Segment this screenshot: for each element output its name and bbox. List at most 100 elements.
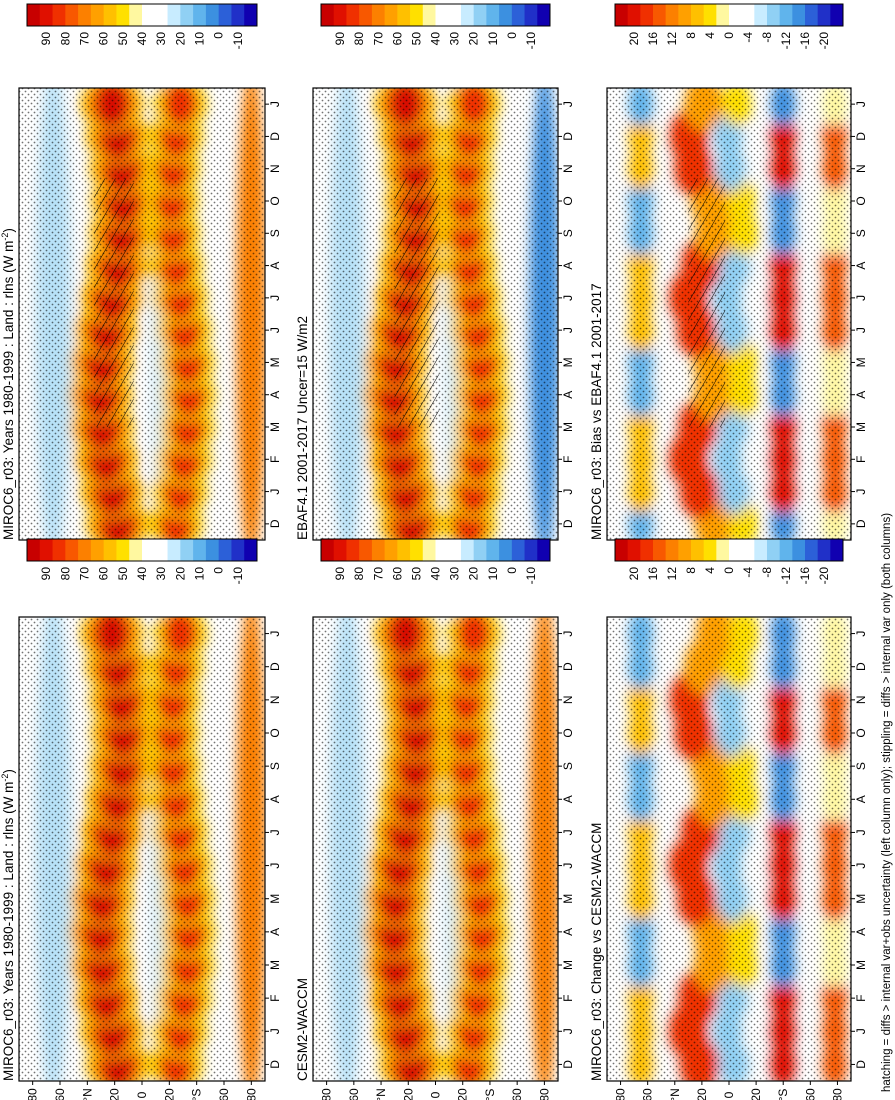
panel-miroc6-1980-1999-left-month-tick-8: A bbox=[268, 262, 282, 270]
panel-cesm2-waccm-lat-tick-3: 20 bbox=[401, 1088, 415, 1100]
panel-miroc6-1980-1999-right-month-tick-10: O bbox=[268, 728, 282, 737]
panel-cesm2-waccm-month-tick-4: A bbox=[561, 928, 575, 936]
colorbar-ebaf41-swatch-13 bbox=[486, 4, 500, 26]
panel-miroc6-1980-1999-right-month-tick-11: N bbox=[268, 696, 282, 705]
colorbar-change-vs-cesm2-swatch-0 bbox=[615, 539, 629, 561]
colorbar-miroc6-1980-1999-right-swatch-3 bbox=[65, 539, 79, 561]
colorbar-ebaf41-swatch-6 bbox=[397, 4, 411, 26]
colorbar-change-vs-cesm2-swatch-14 bbox=[792, 539, 806, 561]
colorbar-miroc6-1980-1999-right-swatch-12 bbox=[180, 539, 194, 561]
panel-change-vs-cesm2-month-tick-0: D bbox=[854, 1060, 868, 1069]
colorbar-bias-vs-ebaf-swatch-9 bbox=[729, 4, 743, 26]
panel-miroc6-1980-1999-left-month-tick-3: M bbox=[268, 422, 282, 432]
colorbar-change-vs-cesm2-swatch-11 bbox=[754, 539, 768, 561]
colorbar-change-vs-cesm2-swatch-15 bbox=[805, 539, 819, 561]
colorbar-bias-vs-ebaf-label-1: 16 bbox=[646, 32, 660, 46]
colorbar-change-vs-cesm2-label-9: -16 bbox=[798, 567, 812, 585]
panel-cesm2-waccm-lat-tick-0: 80 bbox=[320, 1088, 334, 1100]
colorbar-change-vs-cesm2-swatch-5 bbox=[678, 539, 692, 561]
colorbar-miroc6-1980-1999-right-swatch-11 bbox=[167, 539, 181, 561]
colorbar-miroc6-1980-1999-left-label-8: 10 bbox=[193, 32, 207, 46]
colorbar-miroc6-1980-1999-left-swatch-8 bbox=[129, 4, 143, 26]
colorbar-miroc6-1980-1999-left-swatch-3 bbox=[65, 4, 79, 26]
colorbar-miroc6-1980-1999-right-label-9: 0 bbox=[212, 567, 226, 574]
panel-change-vs-cesm2-lat-tick-7: 60 bbox=[803, 1088, 817, 1100]
colorbar-cesm2-waccm: 90 80 70 60 50 40 30 20 10 0 -10 bbox=[320, 538, 551, 585]
panel-miroc6-1980-1999-right-month-tick-9: S bbox=[268, 762, 282, 770]
colorbar-miroc6-1980-1999-left-label-2: 70 bbox=[78, 32, 92, 46]
colorbar-bias-vs-ebaf-label-8: -12 bbox=[779, 32, 793, 50]
panel-ebaf41-month-tick-1: J bbox=[561, 489, 575, 495]
colorbar-miroc6-1980-1999-left-swatch-15 bbox=[218, 4, 232, 26]
colorbar-cesm2-waccm-swatch-9 bbox=[435, 539, 449, 561]
panel-miroc6-1980-1999-left-month-tick-13: J bbox=[268, 101, 282, 107]
colorbar-bias-vs-ebaf-swatch-7 bbox=[703, 4, 717, 26]
panel-bias-vs-ebaf-month-tick-8: A bbox=[854, 262, 868, 270]
colorbar-miroc6-1980-1999-right-label-8: 10 bbox=[193, 567, 207, 581]
panel-ebaf41-month-tick-2: F bbox=[561, 456, 575, 463]
panel-ebaf41-month-tick-9: S bbox=[561, 229, 575, 237]
panel-ebaf41-month-tick-8: A bbox=[561, 262, 575, 270]
colorbar-ebaf41-swatch-0 bbox=[321, 4, 335, 26]
panel-change-vs-cesm2-month-tick-9: S bbox=[854, 762, 868, 770]
colorbar-bias-vs-ebaf-swatch-5 bbox=[678, 4, 692, 26]
colorbar-miroc6-1980-1999-left-label-3: 60 bbox=[97, 32, 111, 46]
colorbar-bias-vs-ebaf-swatch-1 bbox=[627, 4, 641, 26]
panel-cesm2-waccm-month-tick-5: M bbox=[561, 894, 575, 904]
colorbar-miroc6-1980-1999-right-label-6: 30 bbox=[154, 567, 168, 581]
colorbar-bias-vs-ebaf-label-0: 20 bbox=[627, 32, 641, 46]
panel-cesm2-waccm-month-tick-2: F bbox=[561, 994, 575, 1001]
colorbar-change-vs-cesm2-label-1: 16 bbox=[646, 567, 660, 581]
colorbar-miroc6-1980-1999-left-swatch-17 bbox=[244, 4, 258, 26]
colorbar-change-vs-cesm2-label-4: 4 bbox=[703, 567, 717, 574]
colorbar-bias-vs-ebaf-label-9: -16 bbox=[798, 32, 812, 50]
colorbar-change-vs-cesm2-swatch-4 bbox=[665, 539, 679, 561]
colorbar-miroc6-1980-1999-left-label-1: 80 bbox=[58, 32, 72, 46]
panel-miroc6-1980-1999-right-lat-tick-2: °N bbox=[80, 1088, 94, 1100]
colorbar-miroc6-1980-1999-left-swatch-14 bbox=[205, 4, 220, 26]
panel-miroc6-1980-1999-right-month-tick-8: A bbox=[268, 795, 282, 803]
panel-cesm2-waccm-stippling bbox=[313, 617, 558, 1081]
panel-cesm2-waccm-lat-tick-5: 20 bbox=[456, 1088, 470, 1100]
panel-ebaf41-month-tick-13: J bbox=[561, 101, 575, 107]
colorbar-cesm2-waccm-label-10: -10 bbox=[524, 567, 538, 585]
panel-change-vs-cesm2-lat-tick-3: 20 bbox=[695, 1088, 709, 1100]
panel-change-vs-cesm2-month-tick-5: M bbox=[854, 894, 868, 904]
panel-bias-vs-ebaf-month-tick-12: D bbox=[854, 132, 868, 141]
colorbar-change-vs-cesm2-label-2: 12 bbox=[665, 567, 679, 581]
colorbar-miroc6-1980-1999-right-swatch-15 bbox=[218, 539, 232, 561]
colorbar-ebaf41-label-2: 70 bbox=[371, 32, 385, 46]
panel-miroc6-1980-1999-left-month-tick-1: J bbox=[268, 489, 282, 495]
colorbar-cesm2-waccm-swatch-16 bbox=[524, 539, 538, 561]
panel-change-vs-cesm2-month-tick-8: A bbox=[854, 795, 868, 803]
colorbar-miroc6-1980-1999-right-label-7: 20 bbox=[173, 567, 187, 581]
colorbar-change-vs-cesm2-swatch-12 bbox=[767, 539, 781, 561]
panel-change-vs-cesm2-lat-tick-8: 80 bbox=[830, 1088, 844, 1100]
colorbar-change-vs-cesm2-label-8: -12 bbox=[779, 567, 793, 585]
colorbar-bias-vs-ebaf-label-6: -4 bbox=[741, 32, 755, 43]
colorbar-miroc6-1980-1999-left-label-7: 20 bbox=[173, 32, 187, 46]
colorbar-bias-vs-ebaf-swatch-0 bbox=[615, 4, 629, 26]
panel-bias-vs-ebaf-month-tick-9: S bbox=[854, 229, 868, 237]
panel-bias-vs-ebaf-stippling bbox=[607, 88, 851, 540]
panel-change-vs-cesm2-month-tick-11: N bbox=[854, 696, 868, 705]
colorbar-miroc6-1980-1999-left: 90 80 70 60 50 40 30 20 10 0 -10 bbox=[26, 3, 258, 49]
panel-cesm2-waccm-lat-tick-7: 60 bbox=[510, 1088, 524, 1100]
colorbar-bias-vs-ebaf-swatch-16 bbox=[817, 4, 831, 26]
panel-cesm2-waccm-month-tick-0: D bbox=[561, 1060, 575, 1069]
colorbar-change-vs-cesm2-label-5: 0 bbox=[722, 567, 736, 574]
panel-change-vs-cesm2-field bbox=[607, 617, 851, 1081]
panel-cesm2-waccm-field bbox=[313, 617, 558, 1081]
panel-change-vs-cesm2-month-tick-1: J bbox=[854, 1028, 868, 1034]
panel-change-vs-cesm2-month-tick-6: J bbox=[854, 863, 868, 869]
panel-miroc6-1980-1999-right-lat-tick-5: 20 bbox=[162, 1088, 176, 1100]
colorbar-miroc6-1980-1999-left-swatch-12 bbox=[180, 4, 194, 26]
colorbar-cesm2-waccm-label-4: 50 bbox=[409, 567, 423, 581]
colorbar-ebaf41-swatch-7 bbox=[410, 4, 424, 26]
colorbar-ebaf41-swatch-14 bbox=[499, 4, 513, 26]
colorbar-cesm2-waccm-label-7: 20 bbox=[467, 567, 481, 581]
panel-ebaf41-month-tick-11: N bbox=[561, 164, 575, 173]
panel-cesm2-waccm-lat-tick-4: 0 bbox=[429, 1091, 443, 1098]
colorbar-miroc6-1980-1999-left-label-4: 50 bbox=[116, 32, 130, 46]
